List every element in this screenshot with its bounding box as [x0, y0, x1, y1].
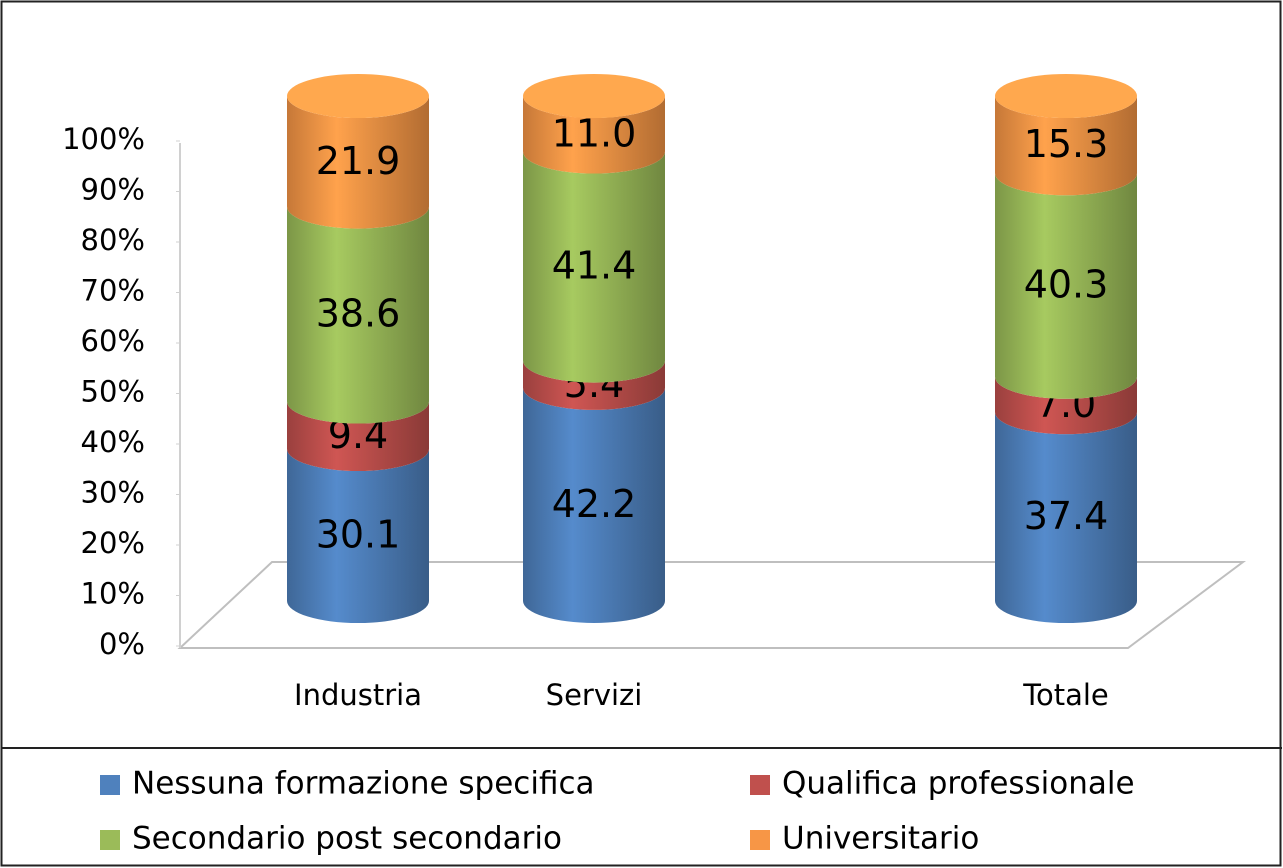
cylinder-segment — [995, 376, 1137, 435]
y-tick-label: 90% — [81, 173, 145, 207]
cylinder-segment — [523, 387, 665, 623]
x-tick-label: Servizi — [546, 678, 643, 712]
y-tick-label: 30% — [81, 476, 145, 510]
y-tick-label: 100% — [62, 122, 145, 156]
legend-swatch — [750, 775, 770, 795]
value-label: 42.2 — [552, 482, 637, 526]
value-label: 37.4 — [1024, 494, 1109, 538]
legend-swatch — [100, 775, 120, 795]
value-label: 41.4 — [552, 244, 637, 288]
cylinder-segment — [523, 360, 665, 410]
cylinder-segment — [287, 96, 429, 229]
cylinder-segment — [523, 151, 665, 383]
cylinder-segment — [287, 448, 429, 623]
cylinder-top — [523, 74, 665, 118]
cylinder-segment — [287, 401, 429, 471]
cylinder-segment — [995, 96, 1137, 196]
y-tick-label: 50% — [81, 375, 145, 409]
y-tick-label: 40% — [81, 425, 145, 459]
legend-swatch — [100, 830, 120, 850]
cylinder-segment — [995, 412, 1137, 623]
x-tick-label: Totale — [1022, 678, 1109, 712]
value-label: 38.6 — [316, 292, 401, 336]
value-label: 15.3 — [1024, 122, 1109, 166]
cylinder-top — [287, 74, 429, 118]
y-tick-label: 70% — [81, 274, 145, 308]
legend-swatch — [750, 830, 770, 850]
y-tick-label: 10% — [81, 577, 145, 611]
x-tick-label: Industria — [294, 678, 422, 712]
cylinder-segment — [523, 96, 665, 174]
value-label: 40.3 — [1024, 263, 1109, 307]
legend-label: Secondario post secondario — [132, 821, 562, 857]
legend-label: Qualifica professionale — [782, 766, 1135, 802]
value-label: 11.0 — [552, 111, 637, 155]
floor — [177, 561, 1247, 649]
y-tick-label: 20% — [81, 526, 145, 560]
y-tick-label: 80% — [81, 223, 145, 257]
legend-label: Universitario — [782, 821, 979, 857]
cylinder-segment — [995, 173, 1137, 399]
cylinder-segment — [287, 206, 429, 424]
y-tick-label: 60% — [81, 324, 145, 358]
y-tick-label: 0% — [99, 627, 145, 661]
legend-label: Nessuna formazione specifica — [132, 766, 595, 802]
value-label: 21.9 — [316, 139, 401, 183]
cylinder-top — [995, 74, 1137, 118]
value-label: 30.1 — [316, 512, 401, 556]
